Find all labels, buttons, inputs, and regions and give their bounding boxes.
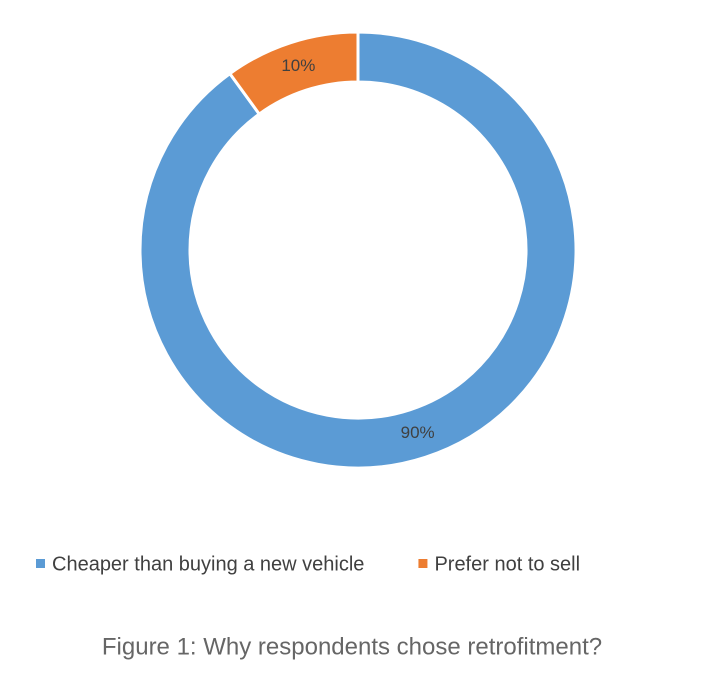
- legend-swatch: [36, 559, 45, 568]
- donut-segment: [138, 30, 578, 470]
- data-label: 90%: [401, 423, 435, 442]
- data-label: 10%: [281, 56, 315, 75]
- legend-label: Cheaper than buying a new vehicle: [52, 553, 364, 575]
- donut-segment: [227, 30, 360, 117]
- legend-label: Prefer not to sell: [434, 553, 580, 575]
- legend-swatch: [418, 559, 428, 568]
- caption: Figure 1: Why respondents chose retrofit…: [102, 633, 602, 660]
